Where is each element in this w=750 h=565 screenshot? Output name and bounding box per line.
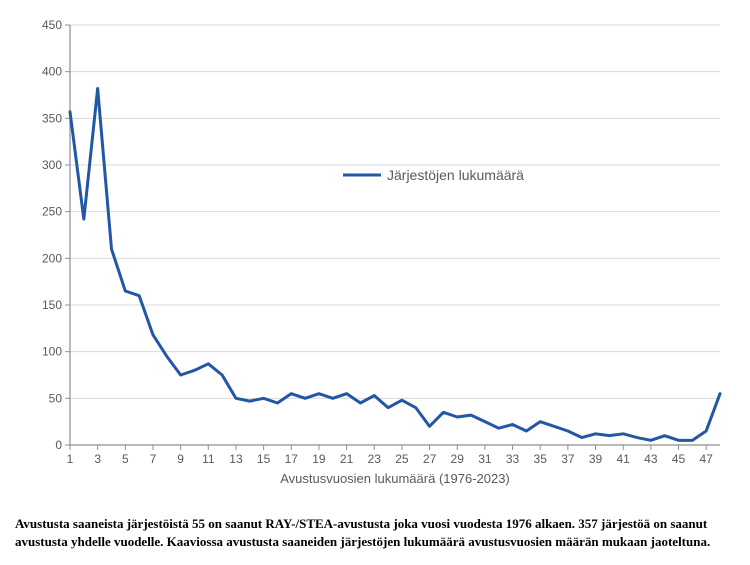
svg-text:29: 29 bbox=[451, 452, 465, 466]
svg-text:11: 11 bbox=[202, 452, 215, 466]
svg-text:43: 43 bbox=[644, 452, 658, 466]
svg-text:300: 300 bbox=[42, 158, 62, 172]
svg-text:5: 5 bbox=[122, 452, 129, 466]
svg-text:47: 47 bbox=[699, 452, 713, 466]
svg-text:150: 150 bbox=[42, 298, 62, 312]
svg-text:45: 45 bbox=[672, 452, 686, 466]
svg-text:450: 450 bbox=[42, 18, 62, 32]
chart-caption: Avustusta saaneista järjestöistä 55 on s… bbox=[15, 515, 725, 550]
svg-text:Avustusvuosien lukumäärä (1976: Avustusvuosien lukumäärä (1976-2023) bbox=[280, 471, 510, 486]
svg-text:Järjestöjen lukumäärä: Järjestöjen lukumäärä bbox=[387, 167, 524, 183]
svg-text:9: 9 bbox=[177, 452, 184, 466]
svg-text:400: 400 bbox=[42, 65, 62, 79]
svg-text:350: 350 bbox=[42, 111, 62, 125]
svg-text:37: 37 bbox=[561, 452, 575, 466]
svg-text:17: 17 bbox=[285, 452, 299, 466]
svg-text:35: 35 bbox=[534, 452, 548, 466]
svg-text:13: 13 bbox=[229, 452, 243, 466]
svg-text:41: 41 bbox=[617, 452, 631, 466]
svg-text:50: 50 bbox=[49, 391, 63, 405]
svg-text:100: 100 bbox=[42, 345, 62, 359]
chart-svg: 0501001502002503003504004501357911131517… bbox=[15, 15, 735, 495]
svg-text:200: 200 bbox=[42, 251, 62, 265]
svg-text:0: 0 bbox=[55, 438, 62, 452]
svg-text:250: 250 bbox=[42, 205, 62, 219]
svg-text:15: 15 bbox=[257, 452, 271, 466]
svg-text:39: 39 bbox=[589, 452, 603, 466]
svg-text:19: 19 bbox=[312, 452, 326, 466]
svg-text:25: 25 bbox=[395, 452, 409, 466]
line-chart: 0501001502002503003504004501357911131517… bbox=[15, 15, 735, 495]
svg-text:1: 1 bbox=[67, 452, 74, 466]
svg-text:31: 31 bbox=[478, 452, 492, 466]
svg-text:21: 21 bbox=[340, 452, 354, 466]
svg-text:7: 7 bbox=[150, 452, 157, 466]
svg-text:27: 27 bbox=[423, 452, 437, 466]
svg-text:33: 33 bbox=[506, 452, 520, 466]
svg-text:3: 3 bbox=[94, 452, 101, 466]
svg-text:23: 23 bbox=[368, 452, 382, 466]
